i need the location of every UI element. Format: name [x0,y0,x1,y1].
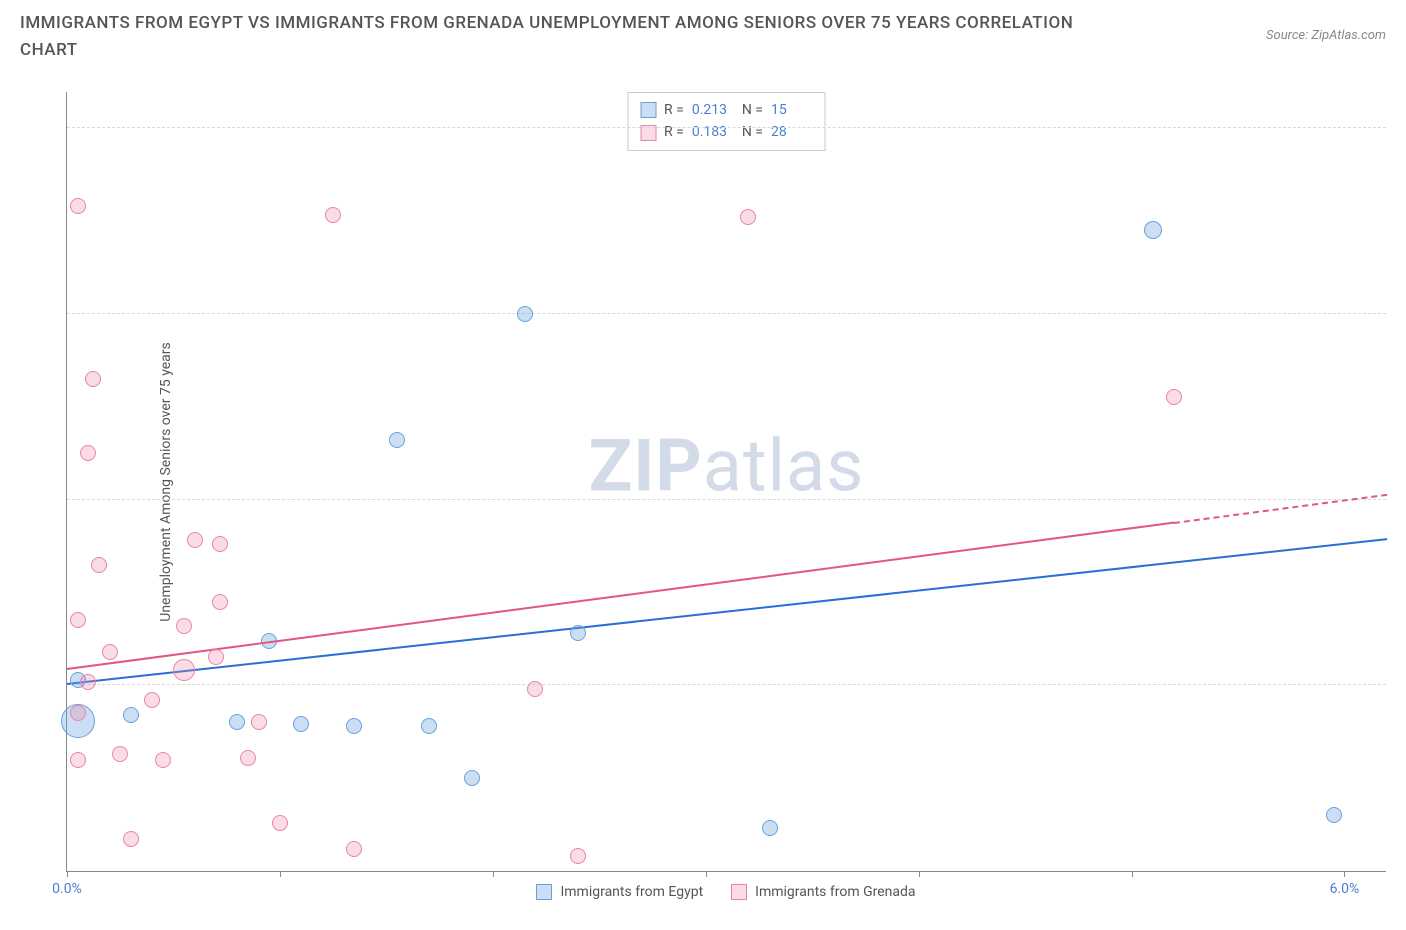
stat-n-label: N = [742,121,763,143]
data-point-grenada [91,557,107,573]
chart-source: Source: ZipAtlas.com [1266,28,1386,43]
stat-r-label: R = [664,99,684,121]
data-point-grenada [212,536,228,552]
data-point-grenada [123,831,139,847]
gridline [67,127,1386,128]
bottom-legend: Immigrants from Egypt Immigrants from Gre… [66,884,1386,900]
data-point-egypt [1144,221,1162,239]
data-point-egypt [1326,807,1342,823]
gridline [67,313,1386,314]
stat-r-value: 0.183 [692,121,734,143]
stats-box: R = 0.213 N = 15 R = 0.183 N = 28 [627,92,826,151]
data-point-grenada [346,841,362,857]
data-point-egypt [123,707,139,723]
data-point-grenada [208,649,224,665]
x-tick [919,871,920,877]
chart-title: IMMIGRANTS FROM EGYPT VS IMMIGRANTS FROM… [20,10,1120,64]
legend-swatch [536,884,552,900]
chart-header: IMMIGRANTS FROM EGYPT VS IMMIGRANTS FROM… [0,0,1406,64]
data-point-grenada [80,445,96,461]
stat-r-label: R = [664,121,684,143]
data-point-egypt [346,718,362,734]
gridline [67,684,1386,685]
x-tick [1132,871,1133,877]
data-point-egypt [570,625,586,641]
stat-n-label: N = [742,99,763,121]
data-point-egypt [517,306,533,322]
data-point-grenada [1166,389,1182,405]
plot-area: ZIPatlas R =0.213N =15R =0.183N =28 10.0… [66,92,1386,872]
data-point-grenada [240,750,256,766]
legend-swatch [731,884,747,900]
data-point-grenada [251,714,267,730]
stats-row: R = 0.213 N = 15 [640,99,813,121]
data-point-grenada [70,198,86,214]
data-point-grenada [570,848,586,864]
data-point-grenada [144,692,160,708]
data-point-grenada [155,752,171,768]
legend-item: Immigrants from Egypt [536,884,703,900]
x-tick [67,871,68,877]
x-tick [1344,871,1345,877]
data-point-grenada [527,681,543,697]
watermark: ZIPatlas [589,423,865,508]
legend-label: Immigrants from Grenada [755,884,915,900]
data-point-grenada [102,644,118,660]
data-point-grenada [80,674,96,690]
chart-area: Unemployment Among Seniors over 75 years… [66,92,1386,872]
x-tick [493,871,494,877]
data-point-grenada [85,371,101,387]
data-point-egypt [293,716,309,732]
stat-r-value: 0.213 [692,99,734,121]
stat-n-value: 15 [771,99,813,121]
data-point-grenada [173,659,195,681]
data-point-grenada [325,207,341,223]
legend-label: Immigrants from Egypt [560,884,703,900]
data-point-grenada [272,815,288,831]
data-point-grenada [70,705,86,721]
data-point-grenada [70,752,86,768]
data-point-grenada [70,612,86,628]
data-point-egypt [762,820,778,836]
stat-n-value: 28 [771,121,813,143]
stats-swatch [640,102,656,118]
data-point-egypt [389,432,405,448]
data-point-grenada [112,746,128,762]
trend-line [67,538,1387,685]
data-point-grenada [176,618,192,634]
data-point-grenada [212,594,228,610]
stats-row: R = 0.183 N = 28 [640,121,813,143]
x-tick [280,871,281,877]
trend-line [67,522,1174,670]
legend-item: Immigrants from Grenada [731,884,915,900]
gridline [67,499,1386,500]
data-point-grenada [187,532,203,548]
data-point-egypt [464,770,480,786]
data-point-egypt [421,718,437,734]
data-point-grenada [740,209,756,225]
data-point-egypt [229,714,245,730]
x-tick [706,871,707,877]
